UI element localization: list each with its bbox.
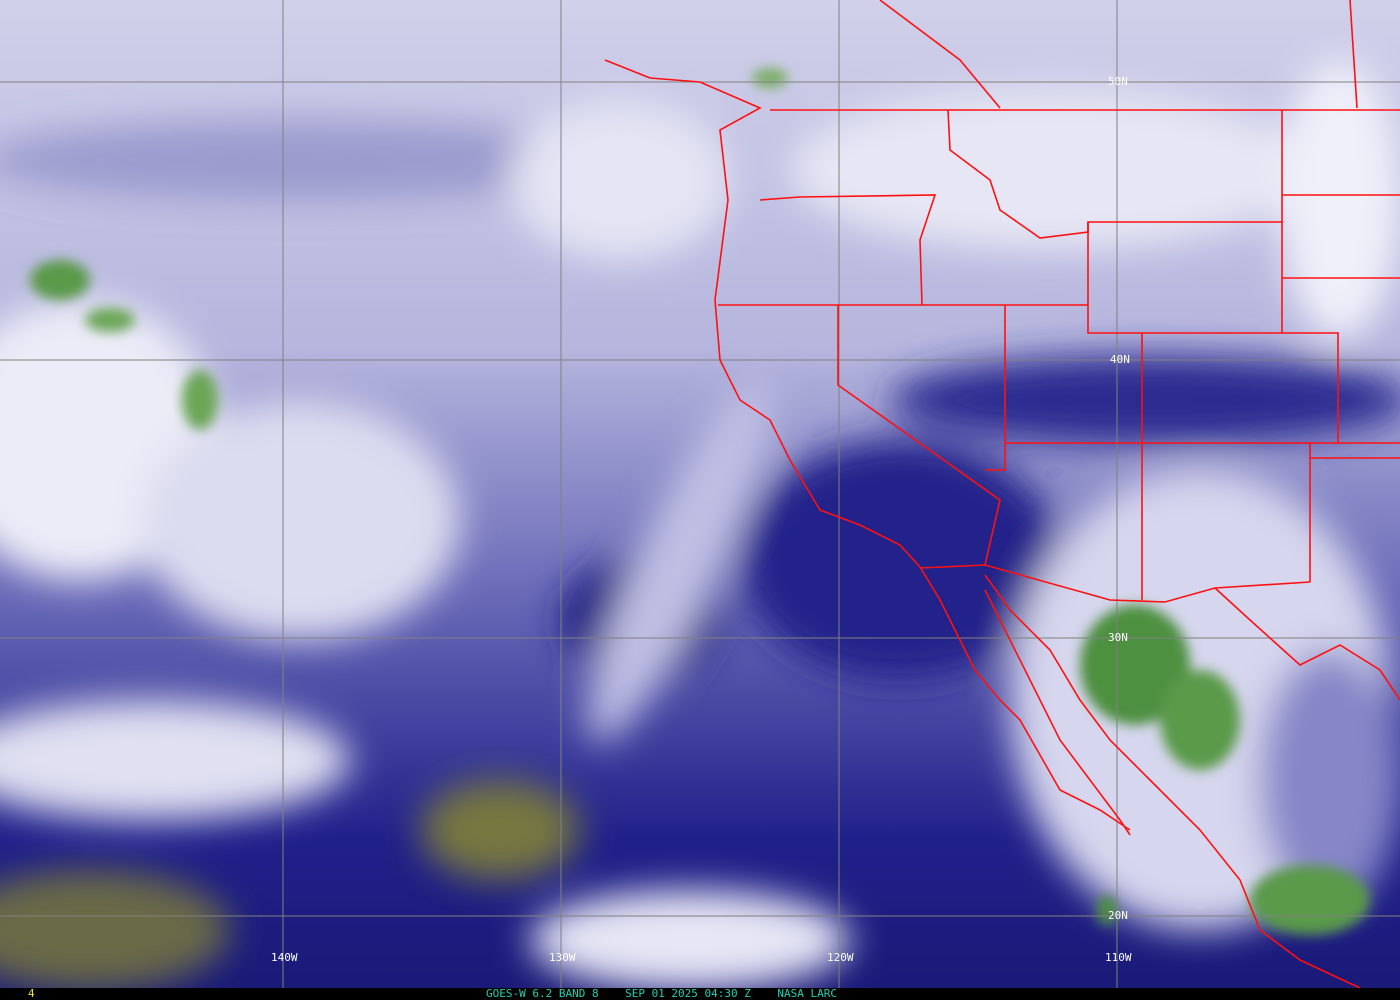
satellite-caption: GOES-W 6.2 BAND 8 SEP 01 2025 04:30 Z NA… bbox=[486, 987, 837, 1000]
political-borders bbox=[604, 0, 1400, 988]
lon-label-120w: 120W bbox=[827, 951, 854, 964]
grid-labels: 50N 40N 30N 20N 140W 130W 120W 110W bbox=[271, 75, 1132, 964]
lat-label-50n: 50N bbox=[1108, 75, 1128, 88]
lat-label-20n: 20N bbox=[1108, 909, 1128, 922]
lon-label-140w: 140W bbox=[271, 951, 298, 964]
cloud-tops bbox=[30, 68, 1370, 935]
lat-label-30n: 30N bbox=[1108, 631, 1128, 644]
caption-bar: 4 GOES-W 6.2 BAND 8 SEP 01 2025 04:30 Z … bbox=[0, 988, 1400, 1000]
lon-label-110w: 110W bbox=[1105, 951, 1132, 964]
lon-label-130w: 130W bbox=[549, 951, 576, 964]
lat-label-40n: 40N bbox=[1110, 353, 1130, 366]
frame-number: 4 bbox=[28, 987, 35, 1000]
